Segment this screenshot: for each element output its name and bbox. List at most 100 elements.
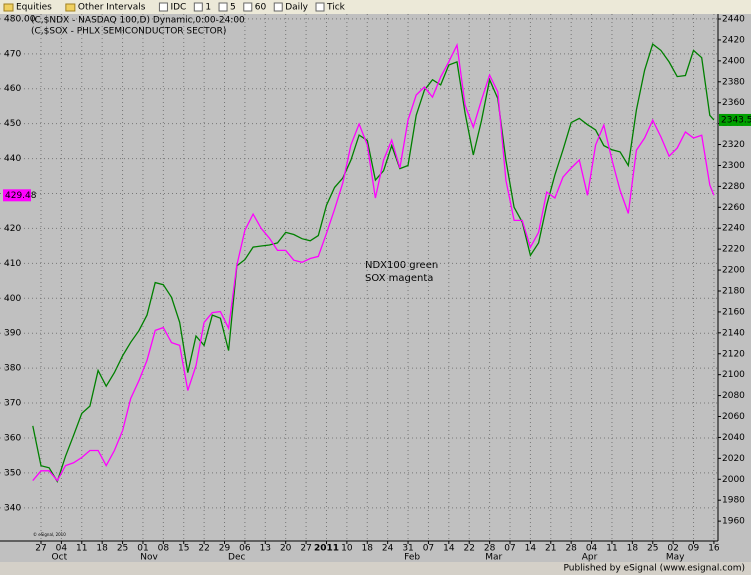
annotation: NDX100 green — [365, 260, 438, 271]
last-value-label: 2343.51 — [721, 115, 751, 125]
x-tick-label: 04 — [586, 544, 598, 554]
x-tick-label: 24 — [382, 544, 394, 554]
y2-tick-label: 2040 — [722, 433, 745, 443]
y-tick-label: 400 — [4, 294, 21, 304]
toolbar-item[interactable]: Tick — [326, 3, 346, 13]
y2-tick-label: 1960 — [722, 517, 745, 527]
y2-tick-label: 2420 — [722, 35, 745, 45]
toolbar-item[interactable]: 5 — [230, 3, 236, 13]
month-label: May — [666, 553, 685, 563]
y2-tick-label: 2260 — [722, 203, 745, 213]
interval-icon[interactable] — [315, 2, 325, 12]
y-tick-label: 440 — [4, 154, 21, 164]
y-tick-label: 460 — [4, 84, 21, 94]
x-tick-label: 04 — [56, 544, 68, 554]
x-tick-label: 11 — [76, 544, 87, 554]
annotation: SOX magenta — [365, 273, 433, 284]
y2-tick-label: 2120 — [722, 349, 745, 359]
footer: Published by eSignal (www.esignal.com) — [563, 564, 745, 574]
x-tick-label: 14 — [443, 544, 455, 554]
month-label: Oct — [52, 553, 68, 563]
y-tick-label: 420 — [4, 224, 21, 234]
toolbar-item[interactable]: Other Intervals — [78, 3, 146, 13]
last-value-box — [719, 113, 751, 126]
y2-tick-label: 2180 — [722, 286, 745, 296]
x-tick-label: 2011 — [314, 544, 339, 554]
interval-icon[interactable] — [218, 2, 228, 12]
x-tick-label: 25 — [117, 544, 128, 554]
y2-tick-label: 2020 — [722, 454, 745, 464]
toolbar-item[interactable]: 60 — [255, 3, 267, 13]
x-tick-label: 10 — [341, 544, 353, 554]
x-tick-label: 29 — [219, 544, 231, 554]
y2-tick-label: 2160 — [722, 307, 745, 317]
x-tick-label: 15 — [178, 544, 189, 554]
y2-tick-label: 2060 — [722, 412, 745, 422]
y2-tick-label: 2320 — [722, 140, 745, 150]
y2-tick-label: 2200 — [722, 266, 745, 276]
interval-icon[interactable] — [243, 2, 253, 12]
y2-tick-label: 2440 — [722, 15, 745, 25]
y2-tick-label: 2360 — [722, 98, 745, 108]
month-label: Apr — [582, 553, 598, 563]
interval-icon[interactable] — [273, 2, 283, 12]
y2-tick-label: 2000 — [722, 475, 745, 485]
toolbar — [0, 0, 751, 14]
y-tick-label: 370 — [4, 399, 21, 409]
toolbar-item[interactable]: 1 — [205, 3, 211, 13]
folder-icon[interactable] — [65, 3, 76, 12]
y-tick-label: 360 — [4, 433, 21, 443]
toolbar-item[interactable]: Equities — [16, 3, 52, 13]
x-tick-label: 16 — [708, 544, 720, 554]
y2-tick-label: 2400 — [722, 56, 745, 66]
last-value-box — [3, 189, 31, 202]
legend-entry: (C,$NDX - NASDAQ 100,D) Dynamic,0:00-24:… — [31, 16, 245, 26]
y-tick-label: 410 — [4, 259, 21, 269]
y2-tick-label: 2240 — [722, 224, 745, 234]
x-tick-label: 22 — [198, 544, 209, 554]
y-tick-label: 340 — [4, 503, 21, 513]
x-tick-label: 31 — [402, 544, 413, 554]
footer-bar — [0, 562, 751, 575]
watermark: © eSignal, 2010 — [33, 532, 66, 537]
x-tick-label: 09 — [688, 544, 700, 554]
y2-tick-label: 2140 — [722, 328, 745, 338]
x-tick-label: 25 — [647, 544, 658, 554]
month-label: Mar — [485, 553, 502, 563]
x-tick-label: 27 — [300, 544, 311, 554]
x-tick-label: 18 — [96, 544, 108, 554]
y2-tick-label: 2280 — [722, 182, 745, 192]
interval-icon[interactable] — [158, 2, 168, 12]
x-tick-label: 02 — [667, 544, 678, 554]
y2-tick-label: 2080 — [722, 391, 745, 401]
x-tick-label: 28 — [484, 544, 496, 554]
x-tick-label: 01 — [137, 544, 148, 554]
toolbar-item[interactable]: IDC — [170, 3, 186, 13]
y-tick-label: 470 — [4, 49, 21, 59]
x-tick-label: 20 — [280, 544, 292, 554]
y2-tick-label: 2100 — [722, 370, 745, 380]
x-tick-label: 07 — [423, 544, 434, 554]
toolbar-item[interactable]: Daily — [285, 3, 308, 13]
chart-background — [0, 14, 751, 562]
x-tick-label: 28 — [565, 544, 577, 554]
x-tick-label: 18 — [362, 544, 374, 554]
x-tick-label: 11 — [606, 544, 617, 554]
x-tick-label: 14 — [525, 544, 537, 554]
y-tick-label: 350 — [4, 468, 21, 478]
interval-icon[interactable] — [193, 2, 203, 12]
series-line — [32, 43, 715, 483]
month-label: Dec — [228, 553, 245, 563]
last-value-label: 429.48 — [5, 191, 37, 201]
x-tick-label: 08 — [158, 544, 170, 554]
x-tick-label: 06 — [239, 544, 251, 554]
series-line — [32, 42, 715, 482]
month-label: Feb — [404, 553, 420, 563]
x-tick-label: 27 — [35, 544, 46, 554]
y2-tick-label: 2380 — [722, 77, 745, 87]
month-label: Nov — [140, 553, 158, 563]
folder-icon[interactable] — [3, 3, 14, 12]
y2-tick-label: 1980 — [722, 496, 745, 506]
y-tick-label: 450 — [4, 119, 21, 129]
